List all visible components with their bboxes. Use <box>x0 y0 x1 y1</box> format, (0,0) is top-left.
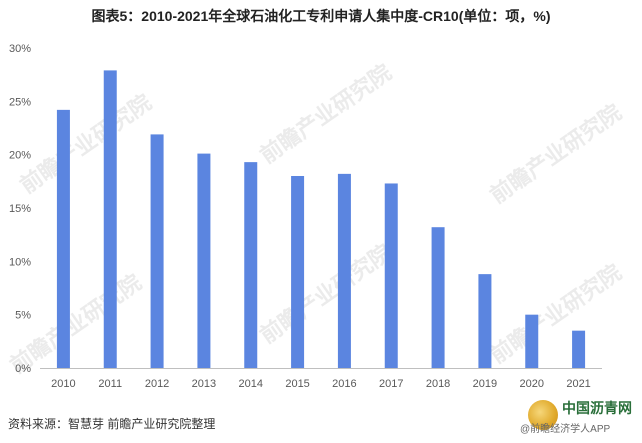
x-tick-label: 2021 <box>566 378 590 390</box>
watermark-text: 前瞻产业研究院 <box>485 259 626 368</box>
bar <box>525 314 539 368</box>
x-tick-label: 2012 <box>145 378 169 390</box>
watermark-text: 前瞻产业研究院 <box>255 239 396 348</box>
x-tick-label: 2011 <box>98 378 122 390</box>
x-tick-label: 2017 <box>379 378 403 390</box>
bar <box>291 176 305 368</box>
bar <box>478 274 492 368</box>
x-tick-label: 2018 <box>426 378 450 390</box>
bar <box>103 70 117 369</box>
site-logo: 中国沥青网 <box>528 398 640 440</box>
bar <box>337 173 351 368</box>
x-axis: 2010 2011 2012 2013 2014 2015 2016 2017 2018 2019… <box>40 368 602 390</box>
y-tick-label: 25% <box>9 96 31 108</box>
source-note: 资料来源：智慧芽 前瞻产业研究院整理 <box>8 417 216 431</box>
chart-title: 图表5：2010-2021年全球石油化工专利申请人集中度-CR10(单位：项，%… <box>91 8 551 24</box>
y-tick-label: 20% <box>9 150 31 162</box>
watermark-text: 前瞻产业研究院 <box>485 99 626 208</box>
bar <box>197 153 211 368</box>
watermark-text: 前瞻产业研究院 <box>5 269 146 378</box>
bar <box>572 330 586 368</box>
y-axis: 0% 5% 10% 15% 20% 25% 30% <box>9 43 31 375</box>
x-tick-label: 2020 <box>520 378 544 390</box>
logo-emblem-icon <box>528 400 558 430</box>
y-tick-label: 10% <box>9 256 31 268</box>
x-tick-label: 2019 <box>473 378 497 390</box>
x-tick-label: 2010 <box>51 378 75 390</box>
app-watermark: @前瞻经济学人APP <box>520 424 611 435</box>
y-tick-label: 15% <box>9 203 31 215</box>
bar <box>384 183 398 368</box>
x-tick-label: 2016 <box>332 378 356 390</box>
y-tick-label: 30% <box>9 43 31 55</box>
x-tick-label: 2014 <box>239 378 263 390</box>
bar <box>431 227 445 368</box>
y-tick-label: 0% <box>15 363 31 375</box>
y-tick-label: 5% <box>15 310 31 322</box>
watermark-text: 前瞻产业研究院 <box>255 59 396 168</box>
x-tick-label: 2013 <box>192 378 216 390</box>
logo-name: 中国沥青网 <box>562 400 632 416</box>
bar <box>150 134 164 368</box>
bar <box>244 162 258 368</box>
bar-series <box>56 70 586 369</box>
x-tick-label: 2015 <box>285 378 309 390</box>
watermark-text: 前瞻产业研究院 <box>15 89 156 198</box>
bar <box>56 109 70 368</box>
